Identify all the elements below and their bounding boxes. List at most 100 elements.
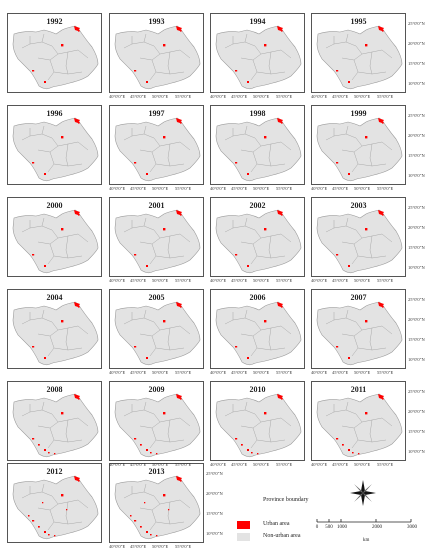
lon-label: 50°0'0"E [152, 94, 169, 99]
lat-label: 20°0'0"N [408, 317, 425, 322]
lon-label: 40°0'0"E [311, 94, 328, 99]
lon-label: 55°0'0"E [276, 462, 293, 467]
lon-label: 45°0'0"E [332, 462, 349, 467]
lon-label: 40°0'0"E [109, 94, 126, 99]
map-panel-2006: 2006 [210, 289, 305, 369]
legend-title: Province boundary [263, 497, 309, 503]
lat-label: 20°0'0"N [206, 491, 223, 496]
map-panel-2002: 2002 [210, 197, 305, 277]
lon-label: 55°0'0"E [175, 278, 192, 283]
lon-label: 40°0'0"E [311, 278, 328, 283]
lon-label: 40°0'0"E [109, 186, 126, 191]
panel-year-label: 2002 [249, 201, 266, 210]
lon-label: 45°0'0"E [332, 278, 349, 283]
lon-label: 55°0'0"E [175, 462, 192, 467]
lon-label: 40°0'0"E [210, 370, 227, 375]
lon-label: 50°0'0"E [253, 462, 270, 467]
lat-label: 15°0'0"N [408, 153, 425, 158]
panel-year-label: 1996 [46, 109, 63, 118]
lat-label: 15°0'0"N [408, 245, 425, 250]
lat-label: 15°0'0"N [408, 429, 425, 434]
map-panel-1994: 1994 [210, 13, 305, 93]
lon-label: 45°0'0"E [332, 370, 349, 375]
lat-label: 20°0'0"N [408, 409, 425, 414]
lon-label: 55°0'0"E [276, 370, 293, 375]
scale-tick-1000: 1000 [337, 525, 347, 530]
lon-label: 50°0'0"E [354, 278, 371, 283]
map-panel-2008: 2008 [7, 381, 102, 461]
lat-label: 10°0'0"N [408, 81, 425, 86]
map-panel-2003: 2003 [311, 197, 406, 277]
lon-label: 50°0'0"E [354, 94, 371, 99]
panel-year-label: 2008 [46, 385, 63, 394]
panel-year-label: 2009 [148, 385, 165, 394]
lon-label: 50°0'0"E [253, 186, 270, 191]
lon-label: 45°0'0"E [231, 462, 248, 467]
map-panel-1996: 1996 [7, 105, 102, 185]
lat-label: 25°0'0"N [408, 389, 425, 394]
map-panel-2009: 2009 [109, 381, 204, 461]
lon-label: 50°0'0"E [253, 278, 270, 283]
lat-label: 25°0'0"N [408, 205, 425, 210]
lat-label: 25°0'0"N [408, 113, 425, 118]
lon-label: 45°0'0"E [130, 278, 147, 283]
legend-swatch-urban [237, 521, 250, 529]
map-panel-2001: 2001 [109, 197, 204, 277]
lon-label: 55°0'0"E [377, 278, 394, 283]
panel-year-label: 1993 [148, 17, 165, 26]
map-panel-2012: 2012 [7, 463, 102, 543]
map-panel-1995: 1995 [311, 13, 406, 93]
lon-label: 55°0'0"E [377, 94, 394, 99]
scale-unit: km [363, 538, 370, 543]
panel-year-label: 2004 [46, 293, 63, 302]
map-panel-1998: 1998 [210, 105, 305, 185]
panel-year-label: 1998 [249, 109, 266, 118]
map-panel-2011: 2011 [311, 381, 406, 461]
lon-label: 45°0'0"E [231, 186, 248, 191]
lon-label: 45°0'0"E [332, 186, 349, 191]
lat-label: 20°0'0"N [408, 133, 425, 138]
lat-label: 20°0'0"N [408, 41, 425, 46]
scale-tick-0: 0 [315, 525, 319, 530]
lon-label: 40°0'0"E [109, 278, 126, 283]
map-panel-2000: 2000 [7, 197, 102, 277]
lon-label: 45°0'0"E [130, 370, 147, 375]
lon-label: 55°0'0"E [276, 186, 293, 191]
lon-label: 40°0'0"E [210, 94, 227, 99]
panel-year-label: 2011 [350, 385, 367, 394]
panel-year-label: 2003 [350, 201, 367, 210]
lon-label: 50°0'0"E [354, 462, 371, 467]
lon-label: 50°0'0"E [152, 544, 169, 549]
lat-label: 10°0'0"N [408, 357, 425, 362]
lon-label: 45°0'0"E [130, 544, 147, 549]
lon-label: 40°0'0"E [210, 278, 227, 283]
panel-year-label: 1997 [148, 109, 165, 118]
lat-label: 20°0'0"N [408, 225, 425, 230]
lon-label: 50°0'0"E [152, 278, 169, 283]
lon-label: 40°0'0"E [109, 544, 126, 549]
lon-label: 55°0'0"E [377, 370, 394, 375]
panel-year-label: 1995 [350, 17, 367, 26]
map-panel-1992: 1992 [7, 13, 102, 93]
panel-year-label: 2005 [148, 293, 165, 302]
lon-label: 40°0'0"E [311, 370, 328, 375]
lon-label: 45°0'0"E [231, 94, 248, 99]
lat-label: 15°0'0"N [408, 61, 425, 66]
lon-label: 55°0'0"E [175, 370, 192, 375]
panel-year-label: 2010 [249, 385, 266, 394]
map-panel-1993: 1993 [109, 13, 204, 93]
lat-label: 10°0'0"N [408, 173, 425, 178]
lon-label: 45°0'0"E [231, 278, 248, 283]
lon-label: 55°0'0"E [175, 186, 192, 191]
lat-label: 15°0'0"N [408, 337, 425, 342]
lat-label: 10°0'0"N [408, 265, 425, 270]
panel-year-label: 1999 [350, 109, 367, 118]
map-panel-1999: 1999 [311, 105, 406, 185]
panel-year-label: 2012 [46, 467, 63, 476]
scale-tick-3000: 3000 [407, 525, 417, 530]
panel-year-label: 1992 [46, 17, 63, 26]
panel-year-label: 2001 [148, 201, 165, 210]
lon-label: 50°0'0"E [152, 186, 169, 191]
map-panel-2004: 2004 [7, 289, 102, 369]
lon-label: 55°0'0"E [175, 94, 192, 99]
